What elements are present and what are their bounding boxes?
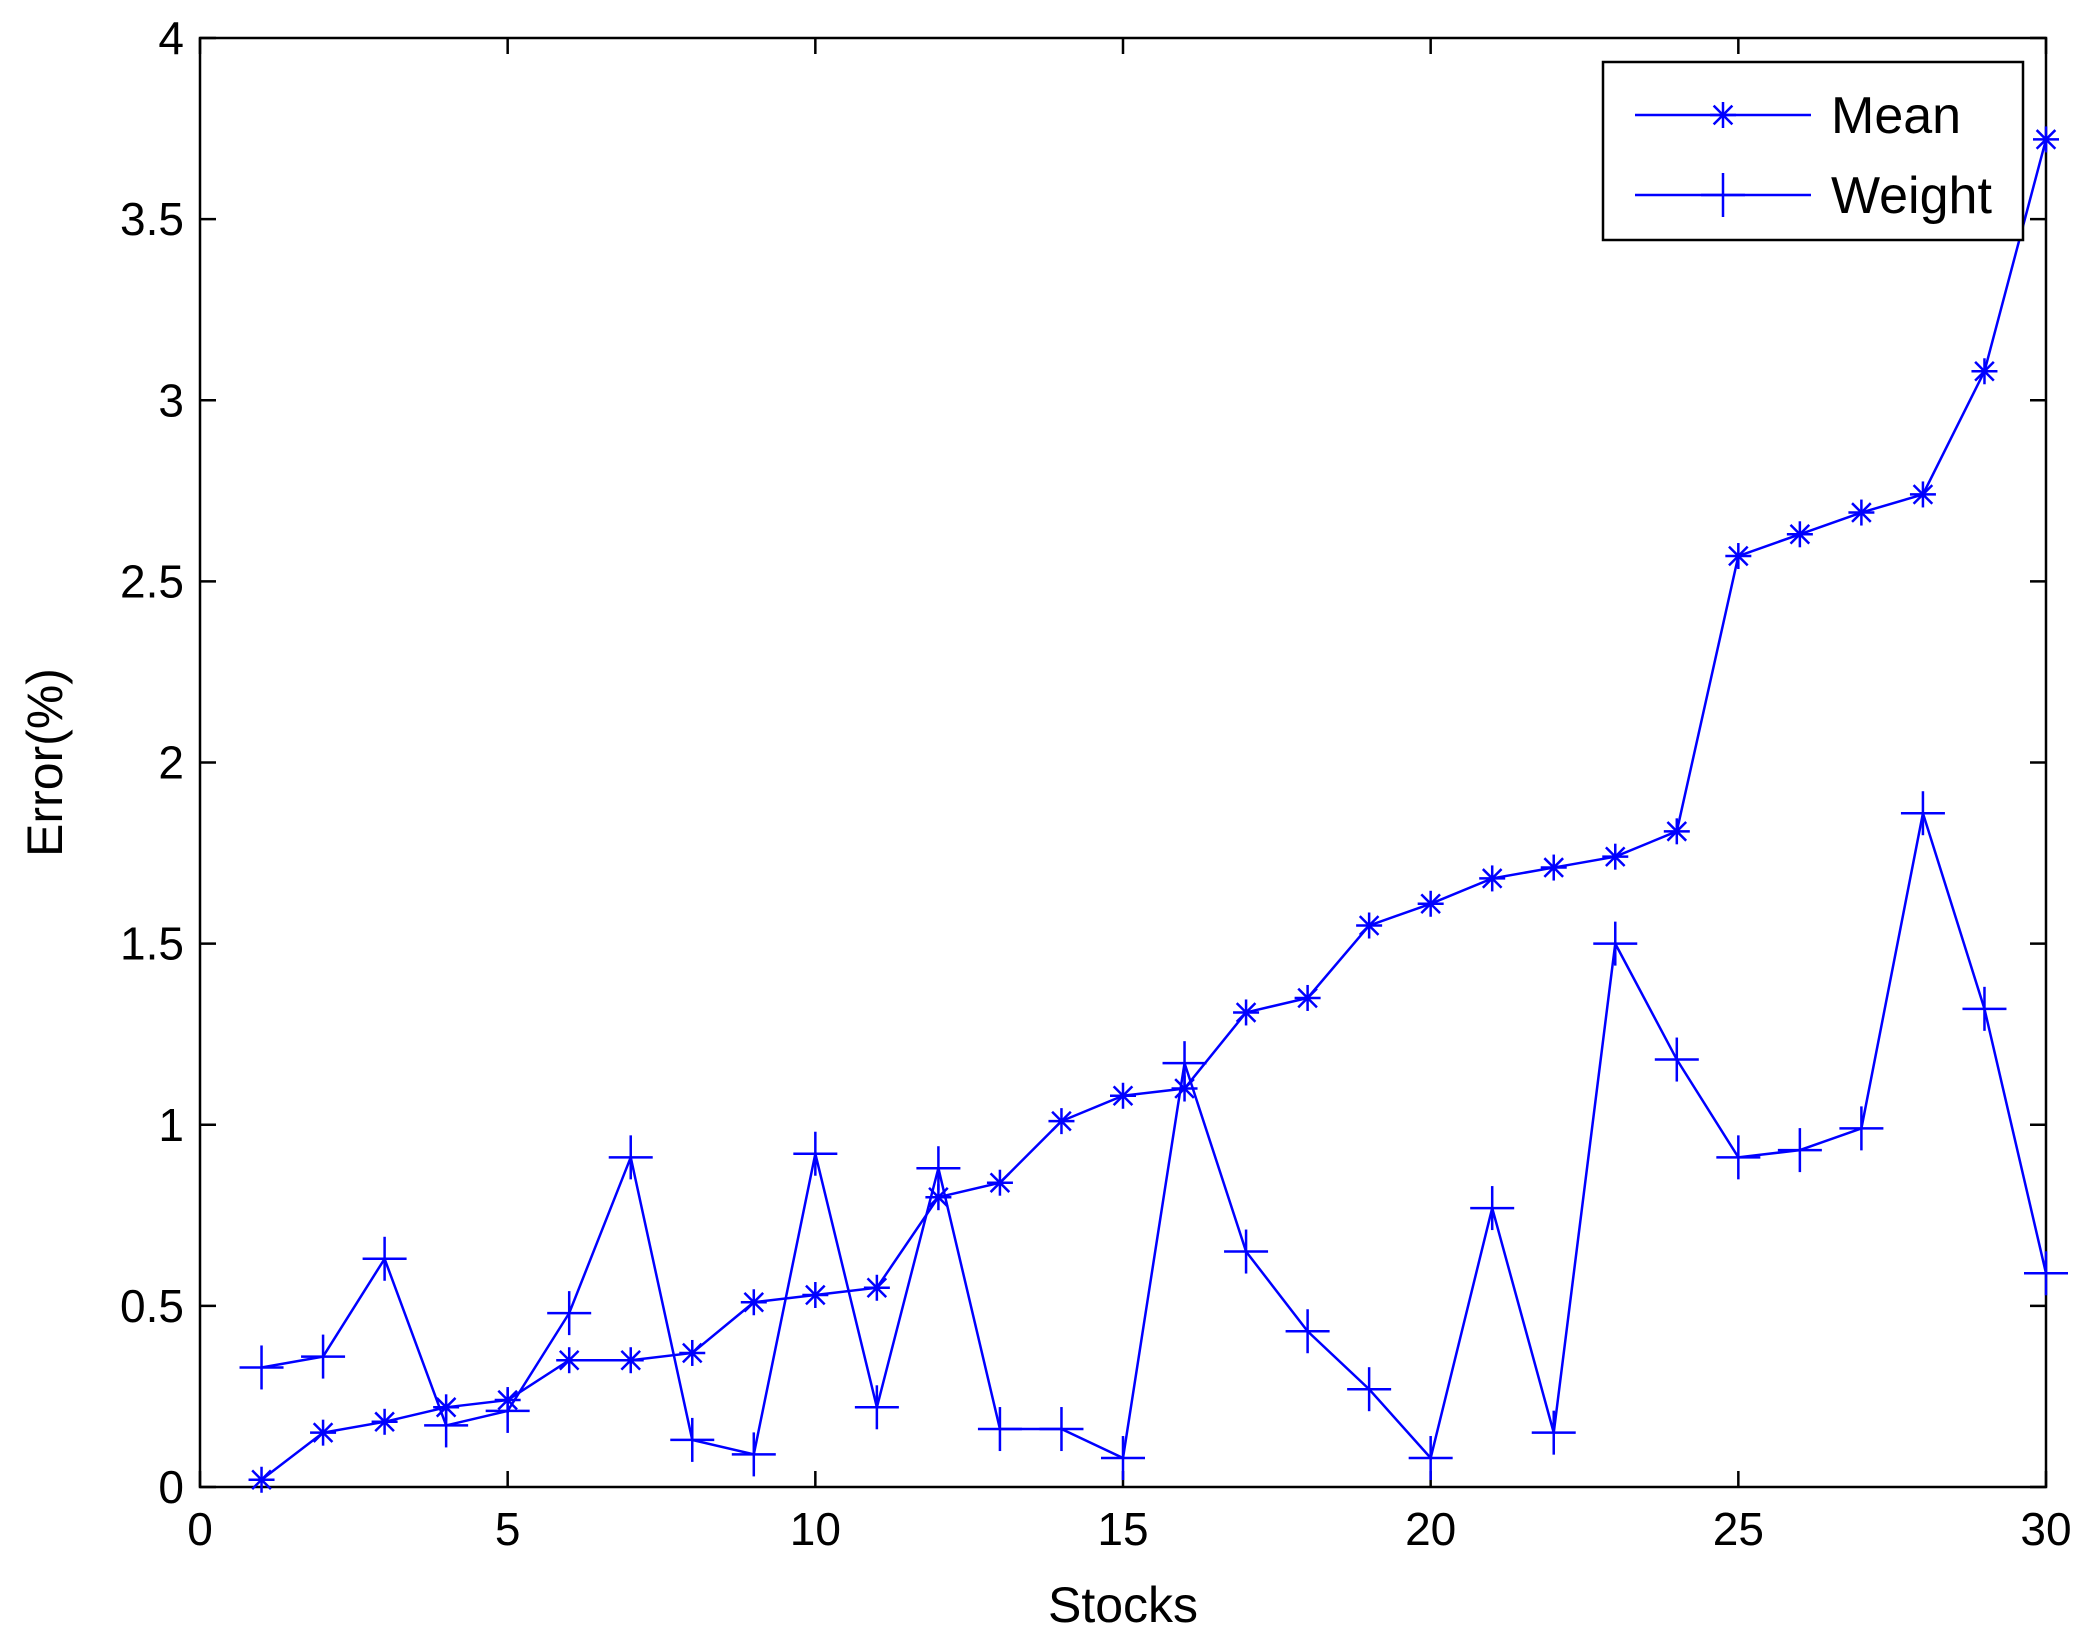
- data-point-weight: [1900, 791, 1945, 836]
- data-point-mean: [248, 1466, 275, 1493]
- legend-marker-weight: [1701, 173, 1745, 217]
- legend-box: [1601, 60, 2025, 242]
- data-point-weight: [731, 1432, 776, 1477]
- data-point-weight: [1839, 1106, 1884, 1151]
- x-tick-label: 10: [790, 1503, 841, 1555]
- data-point-weight: [977, 1407, 1022, 1452]
- data-point-weight: [547, 1291, 592, 1336]
- legend-label-weight: Weight: [1831, 167, 1992, 225]
- data-point-weight: [1470, 1186, 1515, 1231]
- y-tick-label: 3.5: [120, 193, 184, 245]
- data-point-mean: [1909, 481, 1936, 508]
- legend-label-mean: Mean: [1831, 87, 1961, 145]
- data-point-weight: [1162, 1041, 1207, 1086]
- axes: 0 5 10 15 20 25 30 0 0.5 1 1.5 2 2.5 3 3.5 4 Stocks Error…: [17, 12, 2072, 1633]
- legend: Mean Weight: [1601, 60, 2025, 242]
- data-point-weight: [1039, 1407, 1084, 1452]
- data-point-weight: [608, 1135, 653, 1180]
- data-point-weight: [854, 1385, 899, 1430]
- data-point-weight: [793, 1131, 838, 1176]
- x-tick-label: 25: [1713, 1503, 1764, 1555]
- data-point-weight: [1101, 1436, 1145, 1481]
- data-point-weight: [1408, 1436, 1453, 1481]
- data-point-mean: [986, 1169, 1013, 1196]
- data-point-weight: [239, 1345, 284, 1390]
- data-point-mean: [1356, 912, 1383, 939]
- data-point-weight: [670, 1417, 715, 1462]
- data-point-mean: [863, 1274, 890, 1301]
- data-point-mean: [1417, 890, 1444, 917]
- x-tick-label: 30: [2020, 1503, 2071, 1555]
- data-point-weight: [485, 1388, 530, 1433]
- data-point-mean: [1786, 521, 1813, 548]
- data-point-weight: [362, 1236, 407, 1281]
- y-axis-label: Error(%): [17, 668, 73, 857]
- y-tick-label: 0.5: [120, 1280, 184, 1332]
- data-point-weight: [424, 1403, 469, 1448]
- x-tick-label: 5: [495, 1503, 521, 1555]
- y-tick-label: 2: [158, 737, 184, 789]
- data-point-weight: [1285, 1309, 1330, 1354]
- y-tick-label: 1.5: [120, 918, 184, 970]
- data-point-mean: [1294, 984, 1321, 1011]
- data-point-weight: [1654, 1037, 1699, 1082]
- data-point-mean: [556, 1347, 583, 1374]
- data-point-mean: [679, 1339, 706, 1366]
- data-point-mean: [1725, 543, 1752, 570]
- data-point-mean: [1971, 358, 1998, 385]
- y-tick-label: 3: [158, 374, 184, 426]
- data-point-mean: [1540, 854, 1567, 881]
- data-point-weight: [1716, 1135, 1761, 1180]
- series-line-mean: [260, 139, 2048, 1481]
- data-point-mean: [1233, 999, 1260, 1026]
- x-tick-label: 0: [187, 1503, 213, 1555]
- data-point-mean: [1602, 843, 1629, 870]
- y-tick-label: 4: [158, 12, 184, 64]
- data-point-weight: [1777, 1128, 1822, 1173]
- y-tick-label: 2.5: [120, 555, 184, 607]
- x-tick-label: 15: [1097, 1503, 1148, 1555]
- y-tick-label: 0: [158, 1461, 184, 1513]
- data-point-mean: [371, 1408, 398, 1435]
- data-point-mean: [740, 1289, 767, 1316]
- data-point-weight: [301, 1334, 346, 1379]
- data-point-mean: [617, 1347, 644, 1374]
- legend-marker-mean: [1710, 102, 1736, 128]
- data-point-mean: [1048, 1108, 1075, 1135]
- data-point-mean: [310, 1419, 337, 1446]
- data-point-weight: [1962, 986, 2007, 1031]
- data-point-mean: [802, 1282, 829, 1309]
- x-tick-label: 20: [1405, 1503, 1456, 1555]
- data-point-weight: [1224, 1229, 1269, 1274]
- series-layer: [239, 126, 2068, 1493]
- data-point-mean: [2033, 126, 2059, 153]
- data-point-mean: [1479, 865, 1506, 892]
- data-point-weight: [1347, 1367, 1392, 1412]
- data-point-mean: [1848, 499, 1875, 526]
- x-axis-label: Stocks: [1048, 1577, 1198, 1633]
- data-point-weight: [1593, 921, 1638, 966]
- data-point-mean: [1110, 1082, 1136, 1109]
- y-tick-label: 1: [158, 1099, 184, 1151]
- data-point-weight: [2024, 1251, 2068, 1296]
- data-point-weight: [916, 1146, 961, 1191]
- data-point-mean: [1663, 818, 1690, 845]
- data-point-weight: [1531, 1410, 1576, 1455]
